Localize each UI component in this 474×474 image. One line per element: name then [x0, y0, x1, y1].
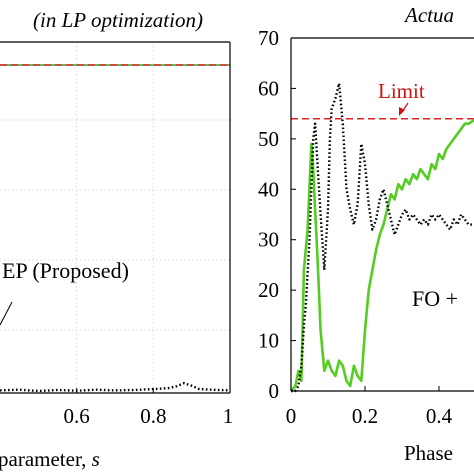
right-panel-x-tick-label: 0.2: [352, 404, 378, 428]
right-panel-y-ticks: 0 10 20 30 40 50 60 70: [258, 26, 296, 403]
right-panel-x-tick-label: 0: [286, 404, 297, 428]
left-panel-title: (in LP optimization): [33, 8, 203, 32]
right-panel-y-tick-label: 20: [258, 278, 279, 302]
right-panel-y-tick-label: 70: [258, 26, 279, 50]
right-series-line-3: [291, 82, 474, 393]
right-panel: Actua 0 10 20 30 40 50 60 70 0 0.2 0.4 Limit FO +…: [258, 3, 474, 465]
right-panel-x-axis-label: Phase: [404, 441, 453, 465]
limit-label: Limit: [378, 79, 425, 103]
left-series-line-3: [0, 381, 231, 393]
limit-arrow-head: [399, 107, 405, 116]
left-panel: (in LP optimization) 0.6 0.8 1 EP (Propose…: [0, 8, 233, 471]
left-panel-series: [0, 64, 231, 393]
right-panel-y-tick-label: 30: [258, 228, 279, 252]
left-panel-grid: [0, 42, 230, 393]
left-panel-x-tick-label: 0.8: [140, 404, 166, 428]
left-panel-x-tick-label: 1: [223, 404, 234, 428]
right-panel-y-tick-label: 40: [258, 177, 279, 201]
right-panel-x-ticks: 0 0.2 0.4: [286, 386, 453, 428]
right-series-line-2: [290, 118, 474, 392]
left-panel-x-axis-label: parameter, s: [0, 447, 100, 471]
right-panel-y-tick-label: 10: [258, 329, 279, 353]
right-panel-series: [290, 82, 474, 393]
left-panel-x-tick-label: 0.6: [64, 404, 90, 428]
right-panel-x-tick-label: 0.4: [426, 404, 453, 428]
right-panel-title: Actua: [403, 3, 454, 27]
left-panel-annotation-leader: [0, 301, 13, 326]
right-panel-y-tick-label: 50: [258, 127, 279, 151]
left-panel-x-ticks: 0.6 0.8 1: [64, 388, 234, 428]
left-panel-annotation-ep: EP (Proposed): [2, 258, 129, 283]
right-panel-annotation-fo: FO +: [412, 286, 458, 311]
right-panel-y-tick-label: 60: [258, 76, 279, 100]
right-panel-y-tick-label: 0: [269, 379, 280, 403]
